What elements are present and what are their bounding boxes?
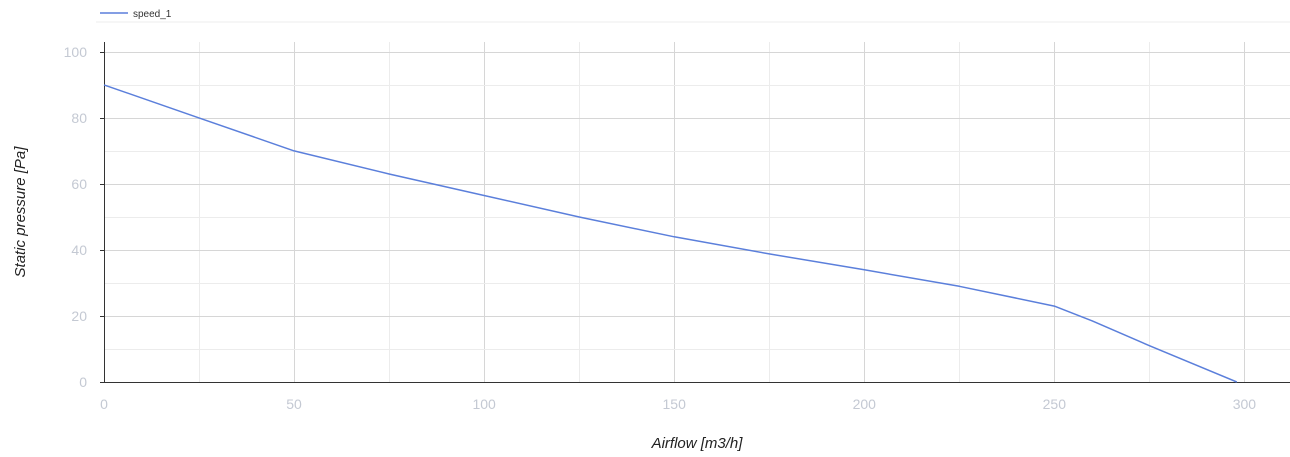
y-tick-label: 40	[71, 242, 87, 258]
x-tick-label: 200	[853, 396, 877, 412]
tick-labels: 0 50 100 150 200 250 300 0 20 40 60 80 100	[64, 44, 1257, 412]
y-tick-label: 0	[79, 374, 87, 390]
y-axis-title: Static pressure [Pa]	[12, 146, 29, 278]
x-tick-label: 150	[663, 396, 687, 412]
axes	[104, 42, 1290, 383]
grid	[104, 42, 1290, 382]
y-tick-label: 20	[71, 308, 87, 324]
y-tick-label: 100	[64, 44, 88, 60]
x-tick-label: 300	[1233, 396, 1257, 412]
series-line-speed-1	[103, 84, 1238, 383]
y-tick-label: 60	[71, 176, 87, 192]
x-tick-label: 0	[100, 396, 108, 412]
x-tick-label: 250	[1043, 396, 1067, 412]
x-axis-title: Airflow [m3/h]	[651, 435, 744, 452]
x-tick-label: 50	[286, 396, 302, 412]
legend: speed_1	[100, 9, 172, 20]
legend-label-speed-1: speed_1	[133, 9, 172, 20]
y-tick-label: 80	[71, 110, 87, 126]
x-tick-label: 100	[472, 396, 496, 412]
